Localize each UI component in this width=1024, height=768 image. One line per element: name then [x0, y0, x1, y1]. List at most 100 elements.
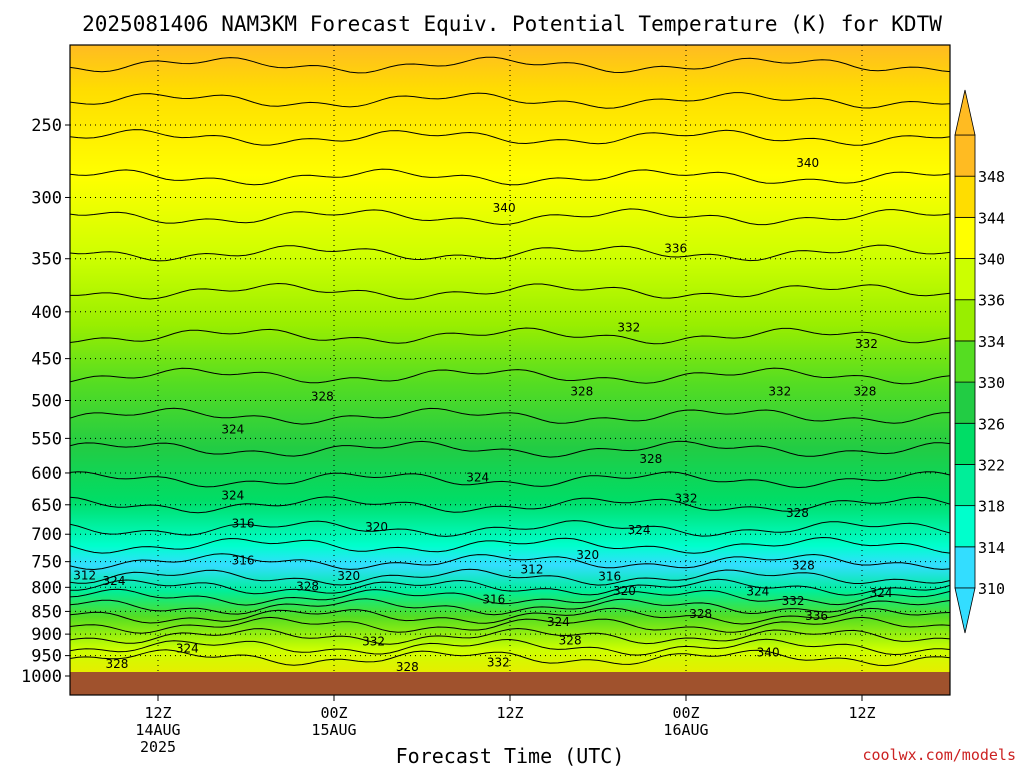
y-axis: 250 300 350 400 450 500 550 600 650 700 750 800 850 9…: [21, 116, 70, 687]
contour-label: 332: [675, 492, 698, 506]
colorbar-segment: [954, 340, 976, 383]
contour-label: 324: [628, 523, 651, 537]
y-tick-label: 500: [31, 392, 62, 412]
colorbar: 310 314 318 322 326 330 334 336 340 344 348: [954, 89, 1005, 634]
contour-label: 324: [176, 641, 199, 655]
contour-label: 324: [221, 489, 244, 503]
contour-label: 340: [796, 156, 819, 170]
contour-label: 332: [487, 656, 510, 670]
contour-label: 328: [786, 506, 809, 520]
colorbar-tick-label: 314: [978, 539, 1005, 557]
contour-label: 324: [103, 574, 126, 588]
contour-label: 316: [232, 554, 255, 568]
contour-line: [70, 92, 950, 109]
contour-line: [70, 244, 950, 262]
contour-label: 320: [576, 548, 599, 562]
contour-line: [70, 471, 950, 489]
x-tick-label: 15AUG: [311, 721, 356, 739]
x-tick-label: 12Z: [496, 704, 523, 722]
contour-line: [70, 578, 950, 596]
contour-label: 328: [570, 385, 593, 399]
ground-below-surface: [70, 672, 950, 695]
x-tick-label: 16AUG: [663, 721, 708, 739]
contour-label: 332: [768, 385, 791, 399]
contour-lines: [70, 56, 950, 667]
y-tick-label: 400: [31, 303, 62, 323]
y-tick-label: 550: [31, 429, 62, 449]
x-tick-label: 2025: [140, 738, 176, 756]
contour-label: 320: [337, 569, 360, 583]
y-tick-label: 900: [31, 625, 62, 645]
contour-label: 328: [689, 607, 712, 621]
contour-label: 328: [296, 579, 319, 593]
contour-label: 324: [746, 584, 769, 598]
contour-label: 324: [221, 423, 244, 437]
x-tick-label: 12Z: [144, 704, 171, 722]
colorbar-segment: [954, 134, 976, 177]
contour-line: [70, 553, 950, 571]
contour-label: 312: [73, 569, 96, 583]
y-tick-label: 450: [31, 350, 62, 370]
colorbar-segment: [954, 546, 976, 589]
colorbar-tick-label: 326: [978, 415, 1005, 433]
contour-label: 320: [365, 520, 388, 534]
colorbar-segment: [954, 422, 976, 465]
contour-label: 328: [311, 390, 334, 404]
y-tick-label: 650: [31, 496, 62, 516]
contour-line: [70, 598, 950, 616]
contour-label: 320: [613, 584, 636, 598]
contour-label: 312: [521, 563, 544, 577]
contour-label: 332: [362, 635, 385, 649]
contour-line: [70, 536, 950, 554]
contour-label: 328: [853, 385, 876, 399]
y-tick-label: 250: [31, 116, 62, 136]
y-tick-label: 950: [31, 647, 62, 667]
contour-line: [70, 649, 950, 667]
contour-label: 332: [617, 320, 640, 334]
colorbar-segment: [954, 175, 976, 218]
colorbar-tick-label: 330: [978, 374, 1005, 392]
y-tick-label: 850: [31, 602, 62, 622]
contour-label: 328: [639, 452, 662, 466]
colorbar-tick-label: 310: [978, 580, 1005, 598]
y-tick-label: 300: [31, 188, 62, 208]
contour-label: 332: [855, 337, 878, 351]
colorbar-tick-label: 336: [978, 292, 1005, 310]
contour-line: [70, 168, 950, 186]
contour-label: 336: [805, 609, 828, 623]
colorbar-segment: [954, 505, 976, 548]
contour-label: 316: [482, 593, 505, 607]
colorbar-extend-min: [954, 587, 976, 634]
y-tick-label: 800: [31, 578, 62, 598]
contour-label: 316: [232, 516, 255, 530]
colorbar-tick-label: 344: [978, 209, 1005, 227]
contour-label: 324: [870, 586, 893, 600]
credit-text: coolwx.com/models: [862, 746, 1016, 764]
y-tick-label: 600: [31, 464, 62, 484]
contour-line: [70, 616, 950, 634]
contour-label: 324: [466, 471, 489, 485]
contour-line: [70, 282, 950, 300]
contour-line: [70, 607, 950, 625]
colorbar-segment: [954, 381, 976, 424]
colorbar-segment: [954, 216, 976, 259]
contour-line: [70, 588, 950, 606]
contour-line: [70, 627, 950, 645]
contour-label: 340: [757, 645, 780, 659]
contour-label: 324: [547, 615, 570, 629]
colorbar-tick-label: 322: [978, 456, 1005, 474]
colorbar-extend-max: [954, 89, 976, 136]
contour-label: 332: [782, 594, 805, 608]
gridlines: [70, 45, 950, 695]
y-tick-label: 750: [31, 553, 62, 573]
contour-label: 328: [559, 634, 582, 648]
colorbar-tick-label: 334: [978, 333, 1005, 351]
x-axis-label: Forecast Time (UTC): [396, 744, 625, 768]
colorbar-tick-label: 348: [978, 168, 1005, 186]
y-tick-label: 350: [31, 250, 62, 270]
contour-label: 336: [664, 241, 687, 255]
contour-line: [70, 568, 950, 586]
